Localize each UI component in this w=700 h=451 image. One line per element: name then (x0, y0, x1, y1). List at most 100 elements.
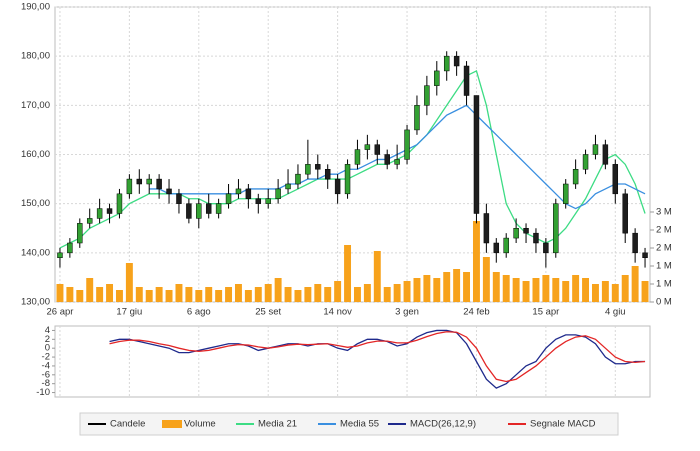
candle-body (344, 164, 351, 195)
volume-bar (522, 281, 530, 302)
legend-label: Media 55 (340, 419, 379, 430)
series-line (59, 69, 646, 249)
legend-label: Media 21 (258, 419, 297, 430)
volume-bar (631, 266, 639, 302)
x-tick-label: 26 apr (46, 307, 73, 318)
legend-label: MACD(26,12,9) (410, 419, 476, 430)
volume-bar (185, 287, 193, 302)
volume-bar (552, 278, 560, 302)
volume-bar (56, 284, 64, 302)
volume-bar (492, 272, 500, 302)
candle-body (473, 95, 480, 214)
volume-bar (443, 272, 451, 302)
candle-body (414, 105, 420, 131)
y-tick-label: 160,00 (21, 149, 50, 160)
candle-body (354, 149, 361, 165)
x-tick-label: 17 giu (116, 307, 142, 318)
volume-bar (76, 290, 84, 302)
candle-body (146, 178, 152, 185)
volume-bar (582, 278, 590, 302)
volume-bar (274, 278, 282, 302)
volume-bar (572, 275, 580, 302)
candle-body (463, 65, 470, 96)
y2-tick-label: 1 M (656, 261, 672, 272)
volume-bar (155, 287, 163, 302)
candle-body (295, 173, 301, 185)
volume-bar (403, 281, 411, 302)
y2-tick-label: 2 M (656, 225, 672, 236)
candle-body (404, 129, 410, 160)
candle-body (136, 178, 143, 185)
volume-bar (393, 284, 401, 302)
candle-body (77, 223, 83, 244)
volume-bar (542, 275, 550, 302)
x-tick-label: 3 gen (395, 307, 419, 318)
candle-body (562, 183, 569, 204)
candle-body (533, 232, 539, 244)
candle-body (453, 55, 460, 67)
macd-tick-label: -4 (42, 360, 50, 371)
macd-tick-label: -10 (36, 387, 50, 398)
candle-body (364, 144, 371, 150)
volume-bar (413, 278, 421, 302)
macd-tick-label: 4 (45, 325, 50, 336)
candle-body (424, 85, 430, 106)
candle-body (612, 164, 619, 195)
candle-body (503, 237, 509, 254)
candle-body (602, 144, 609, 165)
candle-body (315, 164, 321, 170)
volume-bar (106, 284, 114, 302)
candle-body (483, 213, 490, 244)
candle-body (285, 183, 291, 190)
volume-bar (115, 290, 123, 302)
volume-bar (353, 287, 361, 302)
volume-bar (234, 284, 242, 302)
candle-body (106, 208, 113, 214)
candle-body (543, 242, 549, 254)
candle-body (275, 188, 281, 200)
candle-body (324, 169, 331, 180)
y-tick-label: 190,00 (21, 2, 50, 13)
y-tick-label: 150,00 (21, 198, 50, 209)
y-tick-label: 180,00 (21, 51, 50, 62)
candle-body (592, 144, 599, 155)
macd-tick-label: 0 (45, 343, 50, 354)
volume-bar (601, 281, 609, 302)
volume-bar (373, 251, 381, 302)
y2-tick-label: 0 M (656, 297, 672, 308)
candle-body (305, 164, 311, 175)
series-line (109, 331, 646, 383)
volume-bar (324, 287, 332, 302)
legend-label: Volume (184, 419, 216, 430)
volume-bar (314, 284, 322, 302)
y2-tick-label: 3 M (656, 207, 672, 218)
volume-bar (512, 278, 520, 302)
candle-body (493, 242, 500, 254)
y2-tick-label: 2 M (656, 243, 672, 254)
x-tick-label: 6 ago (187, 307, 211, 318)
volume-bar (244, 290, 252, 302)
candle-body (523, 228, 529, 234)
volume-bar (334, 281, 342, 302)
volume-bar (145, 290, 153, 302)
y-tick-label: 170,00 (21, 100, 50, 111)
volume-bar (195, 290, 203, 302)
volume-bar (284, 287, 292, 302)
volume-bar (264, 284, 272, 302)
candle-body (443, 55, 450, 72)
macd-tick-label: 2 (45, 334, 50, 345)
macd-tick-label: -8 (42, 378, 50, 389)
candle-body (57, 252, 63, 258)
volume-bar (304, 287, 312, 302)
volume-bar (205, 287, 213, 302)
volume-bar (383, 287, 391, 302)
candle-body (632, 232, 638, 254)
volume-bar (502, 275, 510, 302)
macd-tick-label: -2 (42, 352, 50, 363)
volume-bar (344, 245, 352, 302)
candle-body (235, 188, 242, 195)
candle-body (334, 178, 341, 195)
volume-bar (165, 290, 173, 302)
candle-body (622, 193, 628, 234)
